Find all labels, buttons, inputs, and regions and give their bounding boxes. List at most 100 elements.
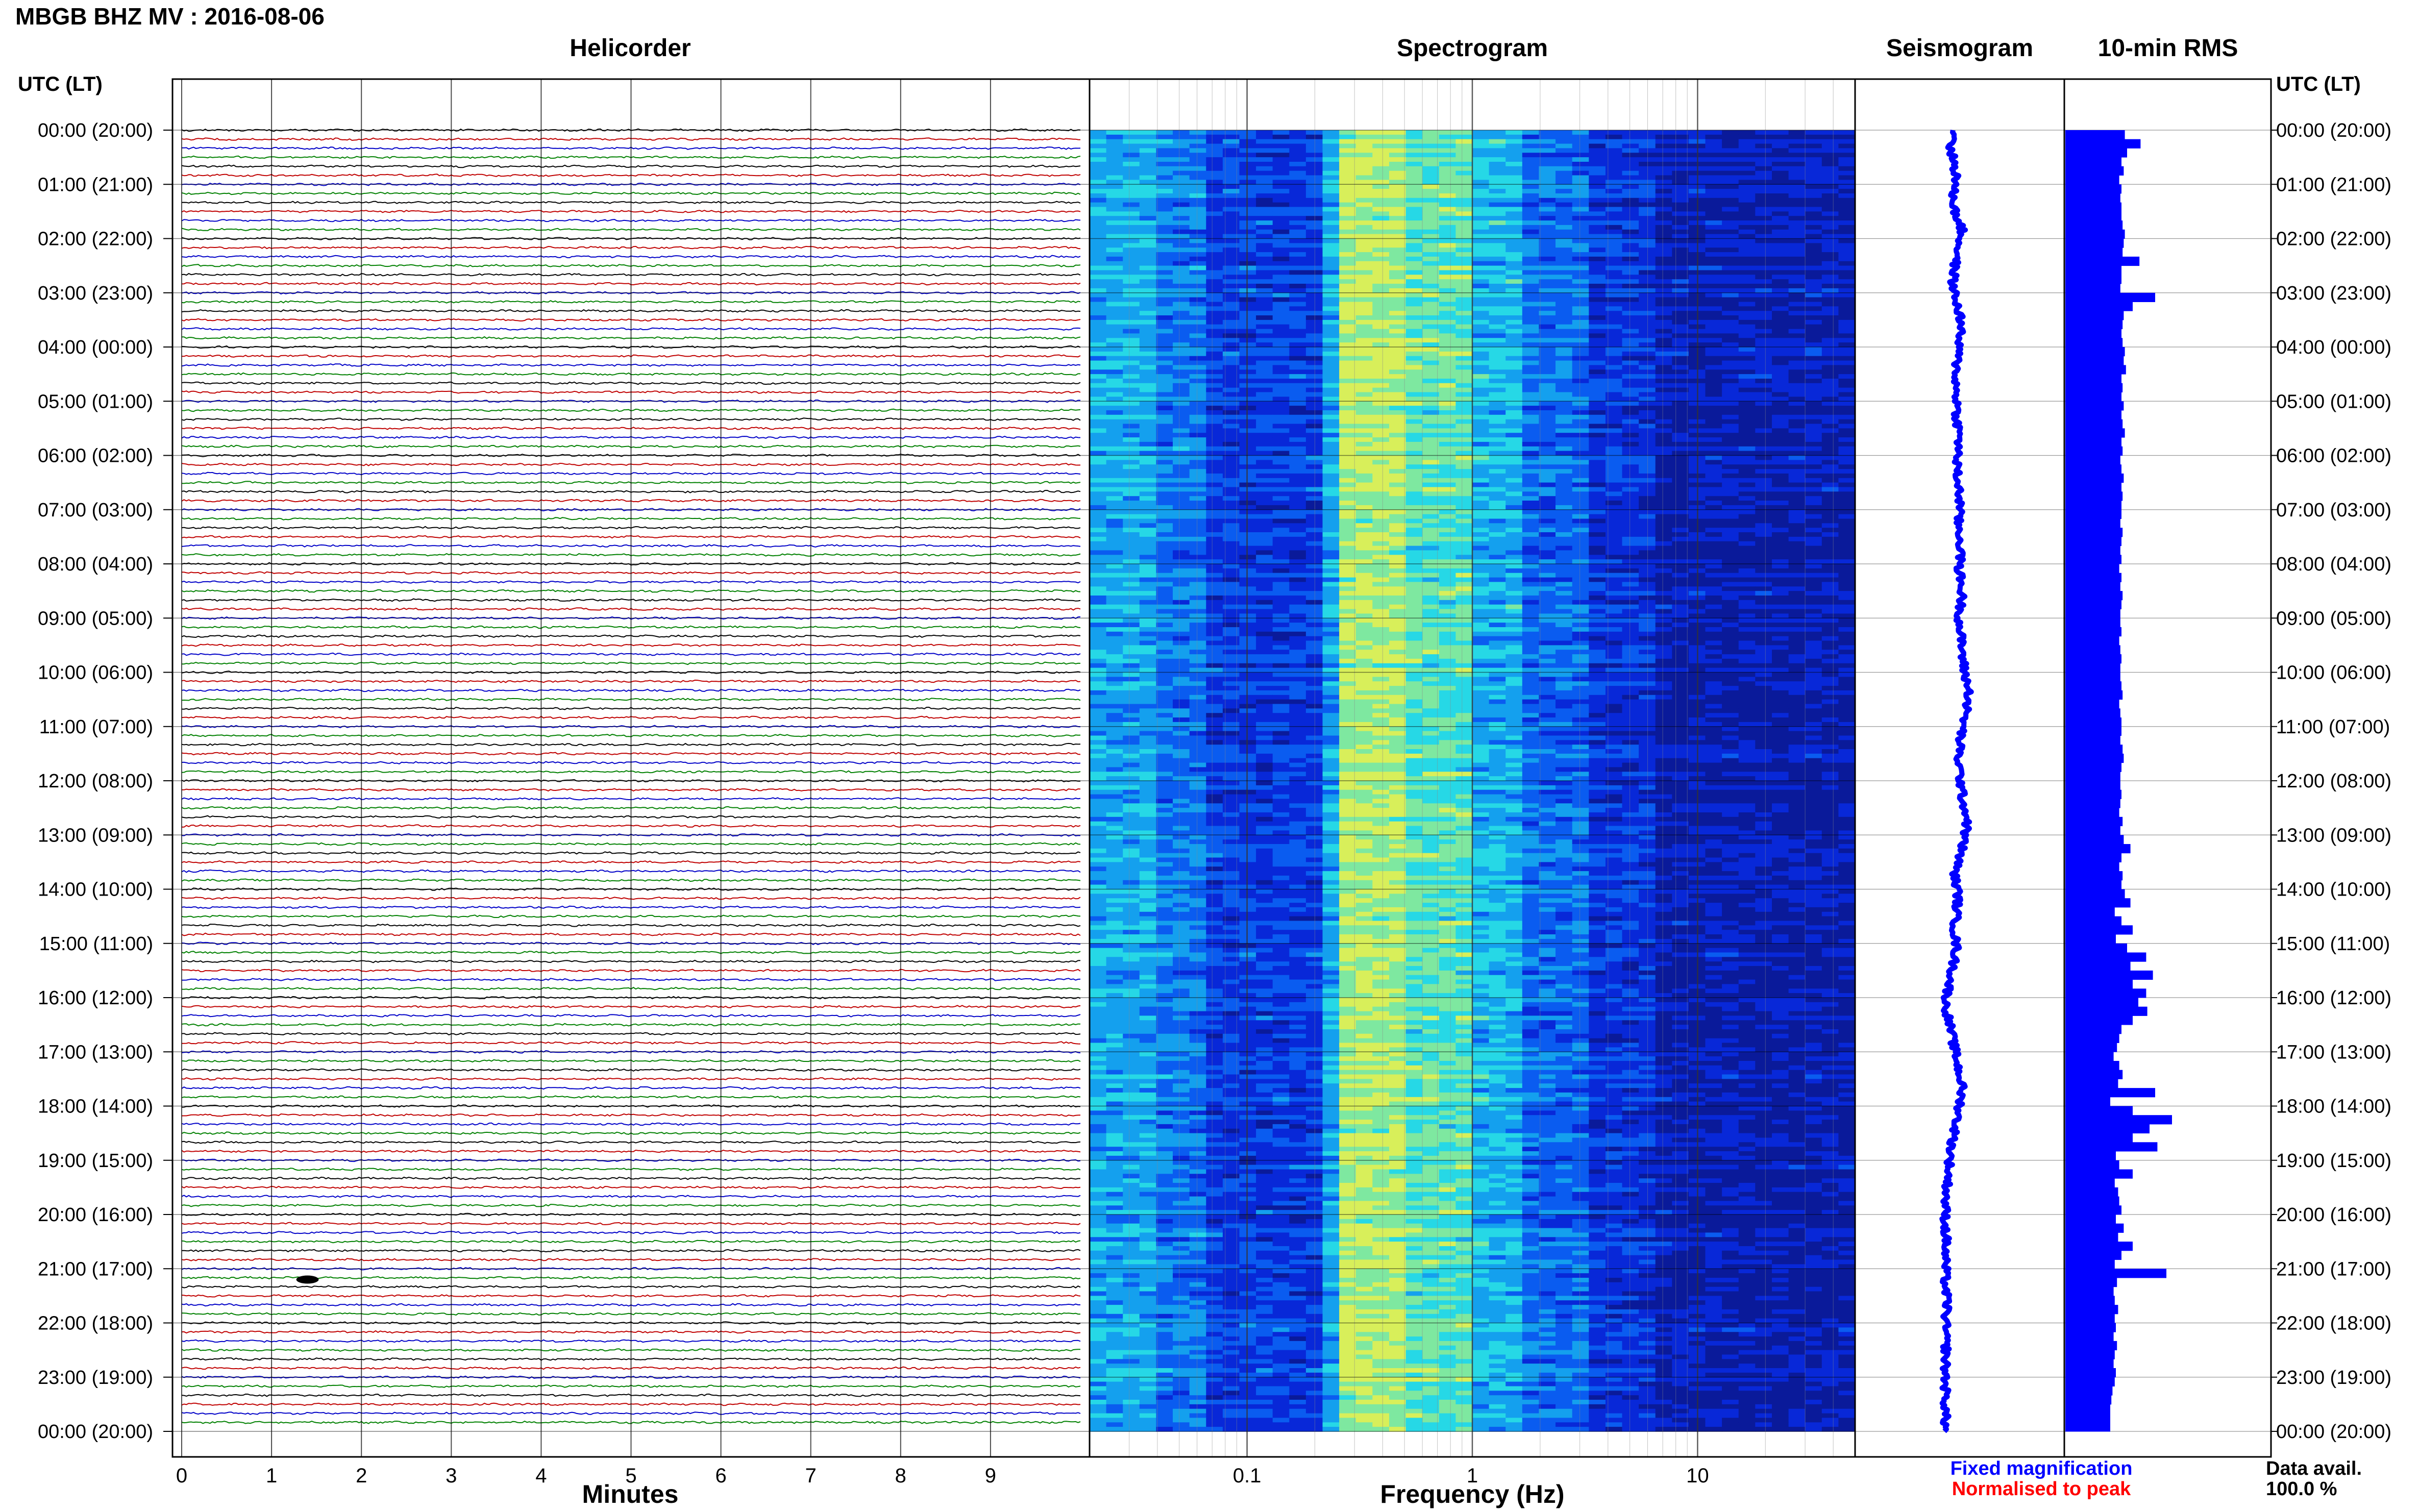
spectrogram-cell — [1605, 396, 1623, 402]
spectrogram-cell — [1156, 424, 1173, 429]
spectrogram-cell — [1772, 139, 1789, 144]
spectrogram-cell — [1622, 143, 1639, 149]
spectrogram-cell — [1788, 134, 1806, 140]
spectrogram-cell — [1788, 130, 1806, 135]
spectrogram-cell — [1339, 193, 1356, 199]
spectrogram-cell — [1355, 202, 1373, 208]
spectrogram-cell — [1422, 211, 1440, 216]
spectrogram-cell — [1755, 220, 1772, 226]
spectrogram-cell — [1821, 491, 1839, 497]
spectrogram-cell — [1239, 582, 1256, 587]
spectrogram-cell — [1589, 473, 1606, 479]
spectrogram-cell — [1672, 184, 1689, 189]
spectrogram-cell — [1173, 505, 1190, 510]
spectrogram-cell — [1090, 482, 1107, 488]
spectrogram-cell — [1372, 401, 1390, 406]
spectrogram-cell — [1289, 225, 1306, 230]
spectrogram-cell — [1439, 157, 1456, 162]
spectrogram-cell — [1173, 202, 1190, 208]
spectrogram-cell — [1106, 518, 1123, 524]
spectrogram-cell — [1589, 550, 1606, 555]
spectrogram-cell — [1572, 392, 1589, 397]
spectrogram-cell — [1805, 410, 1822, 415]
spectrogram-cell — [1372, 546, 1390, 551]
spectrogram-cell — [1106, 550, 1123, 555]
spectrogram-cell — [1222, 518, 1240, 524]
spectrogram-cell — [1788, 193, 1806, 199]
spectrogram-cell — [1305, 613, 1323, 618]
spectrogram-cell — [1272, 302, 1290, 307]
spectrogram-cell — [1272, 424, 1290, 429]
spectrogram-cell — [1339, 564, 1356, 569]
spectrogram-cell — [1355, 555, 1373, 560]
spectrogram-cell — [1305, 202, 1323, 208]
spectrogram-cell — [1788, 410, 1806, 415]
spectrogram-cell — [1556, 153, 1573, 158]
spectrogram-cell — [1206, 505, 1223, 510]
spectrogram-cell — [1256, 546, 1273, 551]
spectrogram-cell — [1405, 501, 1423, 506]
spectrogram-cell — [1455, 501, 1473, 506]
spectrogram-cell — [1838, 609, 1856, 614]
spectrogram-cell — [1272, 406, 1290, 411]
spectrogram-cell — [1123, 609, 1140, 614]
spectrogram-cell — [1639, 302, 1656, 307]
spectrogram-cell — [1556, 496, 1573, 501]
spectrogram-cell — [1838, 162, 1856, 167]
spectrogram-cell — [1372, 148, 1390, 153]
spectrogram-cell — [1189, 546, 1206, 551]
spectrogram-cell — [1738, 193, 1756, 199]
spectrogram-cell — [1405, 478, 1423, 483]
spectrogram-cell — [1239, 134, 1256, 140]
spectrogram-cell — [1672, 207, 1689, 212]
spectrogram-cell — [1572, 446, 1589, 452]
spectrogram-cell — [1305, 487, 1323, 492]
spectrogram-cell — [1455, 514, 1473, 519]
spectrogram-cell — [1788, 451, 1806, 456]
spectrogram-cell — [1355, 333, 1373, 338]
spectrogram-cell — [1505, 139, 1523, 144]
spectrogram-cell — [1821, 496, 1839, 501]
spectrogram-cell — [1189, 338, 1206, 343]
spectrogram-cell — [1805, 573, 1822, 578]
spectrogram-cell — [1256, 505, 1273, 510]
spectrogram-cell — [1672, 202, 1689, 208]
spectrogram-cell — [1738, 596, 1756, 601]
spectrogram-cell — [1322, 469, 1340, 474]
spectrogram-cell — [1305, 134, 1323, 140]
spectrogram-cell — [1539, 197, 1556, 203]
spectrogram-cell — [1705, 406, 1722, 411]
spectrogram-cell — [1455, 473, 1473, 479]
spectrogram-cell — [1222, 180, 1240, 185]
spectrogram-cell — [1305, 311, 1323, 316]
spectrogram-cell — [1821, 275, 1839, 280]
spectrogram-cell — [1256, 153, 1273, 158]
spectrogram-cell — [1489, 437, 1506, 442]
spectrogram-cell — [1738, 536, 1756, 542]
spectrogram-cell — [1755, 609, 1772, 614]
spectrogram-cell — [1355, 311, 1373, 316]
spectrogram-cell — [1705, 501, 1722, 506]
spectrogram-cell — [1821, 568, 1839, 574]
spectrogram-cell — [1222, 175, 1240, 180]
spectrogram-cell — [1838, 428, 1856, 433]
spectrogram-cell — [1738, 369, 1756, 375]
spectrogram-cell — [1206, 501, 1223, 506]
spectrogram-cell — [1522, 247, 1539, 253]
spectrogram-cell — [1655, 153, 1672, 158]
spectrogram-cell — [1705, 216, 1722, 221]
spectrogram-cell — [1206, 234, 1223, 239]
spectrogram-cell — [1339, 275, 1356, 280]
spectrogram-cell — [1339, 546, 1356, 551]
spectrogram-cell — [1289, 586, 1306, 591]
spectrogram-cell — [1422, 329, 1440, 334]
spectrogram-cell — [1505, 225, 1523, 230]
spectrogram-cell — [1539, 473, 1556, 479]
spectrogram-cell — [1755, 433, 1772, 438]
spectrogram-cell — [1755, 306, 1772, 311]
spectrogram-cell — [1422, 139, 1440, 144]
spectrogram-cell — [1439, 130, 1456, 135]
spectrogram-cell — [1755, 505, 1772, 510]
spectrogram-cell — [1605, 148, 1623, 153]
